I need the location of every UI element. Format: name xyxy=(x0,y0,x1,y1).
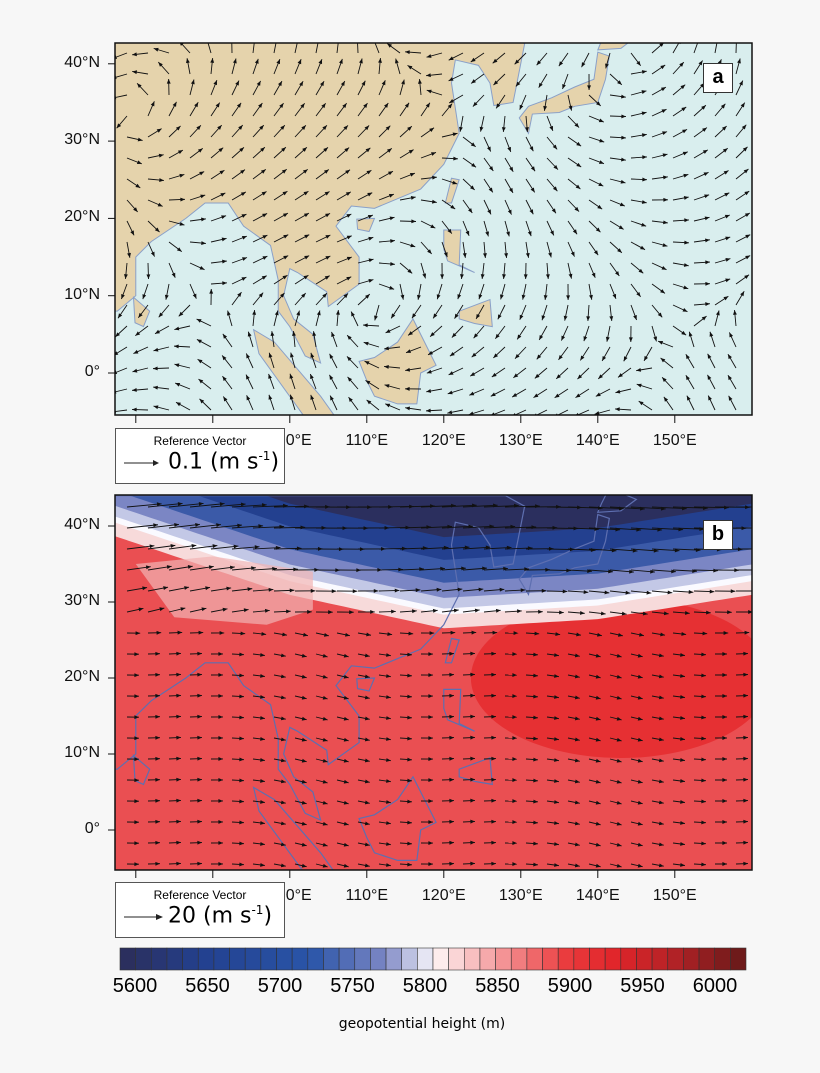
colorbar-title: geopotential height (m) xyxy=(338,1016,506,1032)
colorbar-tick-label: 5900 xyxy=(547,975,593,997)
colorbar-box xyxy=(604,947,622,971)
colorbar-tick-label: 5650 xyxy=(185,975,230,997)
colorbar-box xyxy=(276,947,293,971)
colorbar-box xyxy=(307,947,324,971)
colorbar-box xyxy=(260,947,277,971)
reference-vector-box-b: Reference Vector 20 (m s-1) xyxy=(115,882,285,938)
lon-label: 140°E xyxy=(575,432,620,449)
panel-label-b: b xyxy=(703,520,733,550)
colorbar-box xyxy=(730,947,747,971)
colorbar-box xyxy=(463,947,481,971)
colorbar-box xyxy=(698,947,715,971)
panel-label-a: a xyxy=(703,63,733,93)
reference-vector-value: 20 (m s-1) xyxy=(168,903,273,929)
colorbar-box xyxy=(385,947,402,971)
lat-label: 0° xyxy=(84,363,100,380)
colorbar-box xyxy=(338,947,356,971)
colorbar-tick-label: 5950 xyxy=(620,975,665,997)
lon-label: 130°E xyxy=(498,887,543,904)
reference-arrow-icon xyxy=(124,914,163,920)
colorbar-box xyxy=(229,947,246,971)
colorbar-box xyxy=(244,947,262,971)
colorbar-tick-label: 5800 xyxy=(402,975,448,997)
wind-vectors-b xyxy=(126,501,752,868)
colorbar-box xyxy=(495,947,512,971)
colorbar-box xyxy=(151,947,168,971)
lon-label: 130°E xyxy=(498,432,543,449)
lon-label: 150°E xyxy=(652,432,697,449)
lat-label: 40°N xyxy=(64,53,100,71)
colorbar-box xyxy=(354,947,371,971)
lon-label: 110°E xyxy=(345,887,389,904)
colorbar-tick-label: 6000 xyxy=(692,975,738,997)
reference-vector-box-a: Reference Vector 0.1 (m s-1) xyxy=(115,428,285,484)
reference-vector-value: 0.1 (m s-1) xyxy=(168,449,280,475)
colorbar-tick-label: 5700 xyxy=(257,975,303,997)
colorbar-box xyxy=(557,947,575,971)
colorbar-box xyxy=(636,947,653,971)
colorbar-box xyxy=(417,947,434,971)
colorbar-box xyxy=(589,947,606,971)
lat-label: 30°N xyxy=(64,131,100,149)
lat-label: 0° xyxy=(84,820,100,837)
lon-label: 110°E xyxy=(345,432,389,449)
reference-vector-title: Reference Vector xyxy=(153,888,247,902)
colorbar-box xyxy=(213,947,230,971)
colorbar-tick-label: 5600 xyxy=(112,975,158,997)
colorbar-box xyxy=(166,947,183,971)
colorbar-box xyxy=(620,947,637,971)
lat-label: 30°N xyxy=(64,592,100,609)
colorbar-box xyxy=(479,947,496,971)
lat-label: 20°N xyxy=(64,668,100,685)
reference-vector-title: Reference Vector xyxy=(153,434,247,448)
colorbar-box xyxy=(119,947,136,971)
colorbar-box xyxy=(542,947,559,971)
colorbar-box xyxy=(197,947,215,971)
lon-label: 120°E xyxy=(421,887,466,904)
lon-label: 120°E xyxy=(421,432,466,449)
colorbar-box xyxy=(683,947,700,971)
colorbar-box xyxy=(573,947,590,971)
colorbar-box xyxy=(526,947,543,971)
colorbar-box xyxy=(291,947,309,971)
lon-label: 150°E xyxy=(652,887,697,904)
map-frame xyxy=(114,42,753,416)
wind-vectors-a xyxy=(115,43,751,415)
colorbar-box xyxy=(323,947,340,971)
colorbar-box xyxy=(182,947,199,971)
lat-label: 40°N xyxy=(64,516,100,533)
colorbar-box xyxy=(401,947,418,971)
colorbar-box xyxy=(370,947,387,971)
colorbar-box xyxy=(651,947,669,971)
colorbar-box xyxy=(510,947,528,971)
lat-label: 10°N xyxy=(64,285,100,303)
colorbar-box xyxy=(448,947,465,971)
lat-label: 20°N xyxy=(64,208,100,226)
colorbar-box xyxy=(714,947,731,971)
colorbar-tick-label: 5750 xyxy=(330,975,375,997)
colorbar-tick-label: 5850 xyxy=(475,975,520,997)
colorbar-box xyxy=(667,947,684,971)
reference-arrow-icon xyxy=(124,460,159,466)
lon-label: 140°E xyxy=(575,887,620,904)
lat-label: 10°N xyxy=(64,744,100,761)
colorbar-box xyxy=(432,947,449,971)
map-frame xyxy=(114,494,753,871)
colorbar-box xyxy=(135,947,152,971)
